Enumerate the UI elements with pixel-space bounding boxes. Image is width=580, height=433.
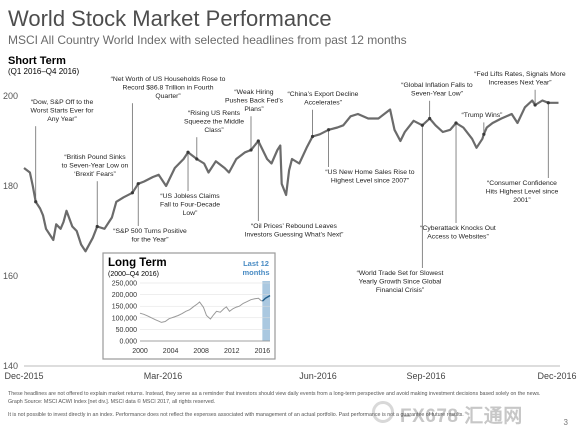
inset-range: (2000–Q4 2016) <box>108 271 159 278</box>
annotation-label: “S&P 500 Turns Positive for the Year” <box>113 228 187 243</box>
annotation-marker <box>546 101 550 105</box>
inset-highlight-label: Last 12 <box>243 259 269 268</box>
annotation-label: “Oil Prices’ Rebound Leaves Investors Gue… <box>245 223 345 238</box>
annotation-marker <box>454 121 458 125</box>
annotation-marker <box>482 132 486 136</box>
inset-x-tick-label: 2004 <box>163 348 179 355</box>
inset-y-tick-label: 250,000 <box>112 281 137 288</box>
page-title: World Stock Market Performance <box>8 6 332 31</box>
footnote-performance: It is not possible to invest directly in… <box>8 412 464 418</box>
watermark-logo: FX678 汇通网 <box>372 400 540 427</box>
period-label: Short Term <box>8 55 66 67</box>
annotation-marker <box>186 150 190 154</box>
page-number: 3 <box>563 418 568 427</box>
annotation-marker <box>533 103 537 107</box>
period-range: (Q1 2016–Q4 2016) <box>8 67 80 76</box>
inset-y-tick-label: 100,000 <box>112 315 137 322</box>
annotation-label: “Consumer Confidence Hits Highest Level s… <box>486 180 559 204</box>
annotation-label: “British Pound Sinks to Seven-Year Low on… <box>62 154 129 178</box>
watermark-icon <box>372 401 394 423</box>
annotation-label: “Rising US Rents Squeeze the Middle Class” <box>184 110 244 134</box>
footnote-source: Graph Source: MSCI ACWI Index [net div.]… <box>8 399 216 405</box>
inset-highlight-band <box>262 281 270 341</box>
page-subtitle: MSCI All Country World Index with select… <box>8 33 407 47</box>
inset-x-tick-label: 2012 <box>224 348 240 355</box>
y-tick-label: 140 <box>3 361 18 371</box>
annotation-marker <box>34 200 38 204</box>
y-tick-label: 200 <box>3 91 18 101</box>
inset-x-tick-label: 2000 <box>132 348 148 355</box>
annotation-label: “US New Home Sales Rise to Highest Level … <box>325 169 414 184</box>
x-tick-label: Sep-2016 <box>406 371 445 381</box>
msci-acwi-line <box>23 99 559 253</box>
chart-axes: 140 160 180 200 Dec-2015 Mar-2016 Jun-2016 Sep-… <box>3 91 577 381</box>
annotation-label: “Dow, S&P Off to the Worst Starts Ever fo… <box>31 99 95 123</box>
x-tick-label: Dec-2015 <box>4 371 43 381</box>
annotation-label: “US Jobless Claims Fall to Four-Decade Low… <box>160 193 220 217</box>
annotation-marker <box>327 128 331 132</box>
watermark-text: FX678 汇通网 <box>400 406 523 427</box>
annotation-label: “Trump Wins” <box>462 112 504 119</box>
chart-series <box>23 99 559 253</box>
annotation-marker <box>420 123 424 127</box>
annotation-label: “Weak Hiring Pushes Back Fed’s Plans” <box>225 89 284 113</box>
annotation-label: “Cyberattack Knocks Out Access to Website… <box>420 225 496 240</box>
annotation-marker <box>249 148 253 152</box>
footnote-disclaimer: These headlines are not offered to expla… <box>8 391 541 397</box>
inset-highlight-label: months <box>242 268 269 277</box>
inset-y-tick-label: 50.000 <box>116 327 138 334</box>
annotation-label: “Global Inflation Falls to Seven-Year Low… <box>401 82 473 97</box>
annotation-marker <box>195 157 199 161</box>
y-tick-label: 160 <box>3 271 18 281</box>
inset-y-tick-label: 150,000 <box>112 304 137 311</box>
inset-y-tick-label: 0.000 <box>119 339 137 346</box>
inset-recent-line <box>261 294 271 302</box>
annotation-label: “China’s Export Decline Accelerates” <box>288 91 359 106</box>
headline-annotations: “Dow, S&P Off to the Worst Starts Ever fo… <box>31 71 566 294</box>
inset-x-tick-label: 2016 <box>255 348 271 355</box>
inset-y-tick-label: 200,000 <box>112 292 137 299</box>
y-tick-label: 180 <box>3 181 18 191</box>
annotation-marker <box>130 191 134 195</box>
annotation-label: “World Trade Set for Slowest Yearly Growt… <box>357 270 444 294</box>
annotation-marker <box>136 182 140 186</box>
x-tick-label: Mar-2016 <box>144 371 183 381</box>
annotation-label: “Fed Lifts Rates, Signals More Increases … <box>474 71 566 86</box>
inset-title: Long Term <box>108 257 167 269</box>
annotation-marker <box>256 139 260 143</box>
inset-history-line <box>139 297 263 323</box>
x-tick-label: Dec-2016 <box>537 371 576 381</box>
annotation-marker <box>310 134 315 139</box>
annotation-marker <box>428 116 432 121</box>
annotation-label: “Net Worth of US Households Rose to Recor… <box>111 76 226 100</box>
annotation-marker <box>95 224 99 229</box>
x-tick-label: Jun-2016 <box>299 371 337 381</box>
inset-x-tick-label: 2008 <box>193 348 209 355</box>
